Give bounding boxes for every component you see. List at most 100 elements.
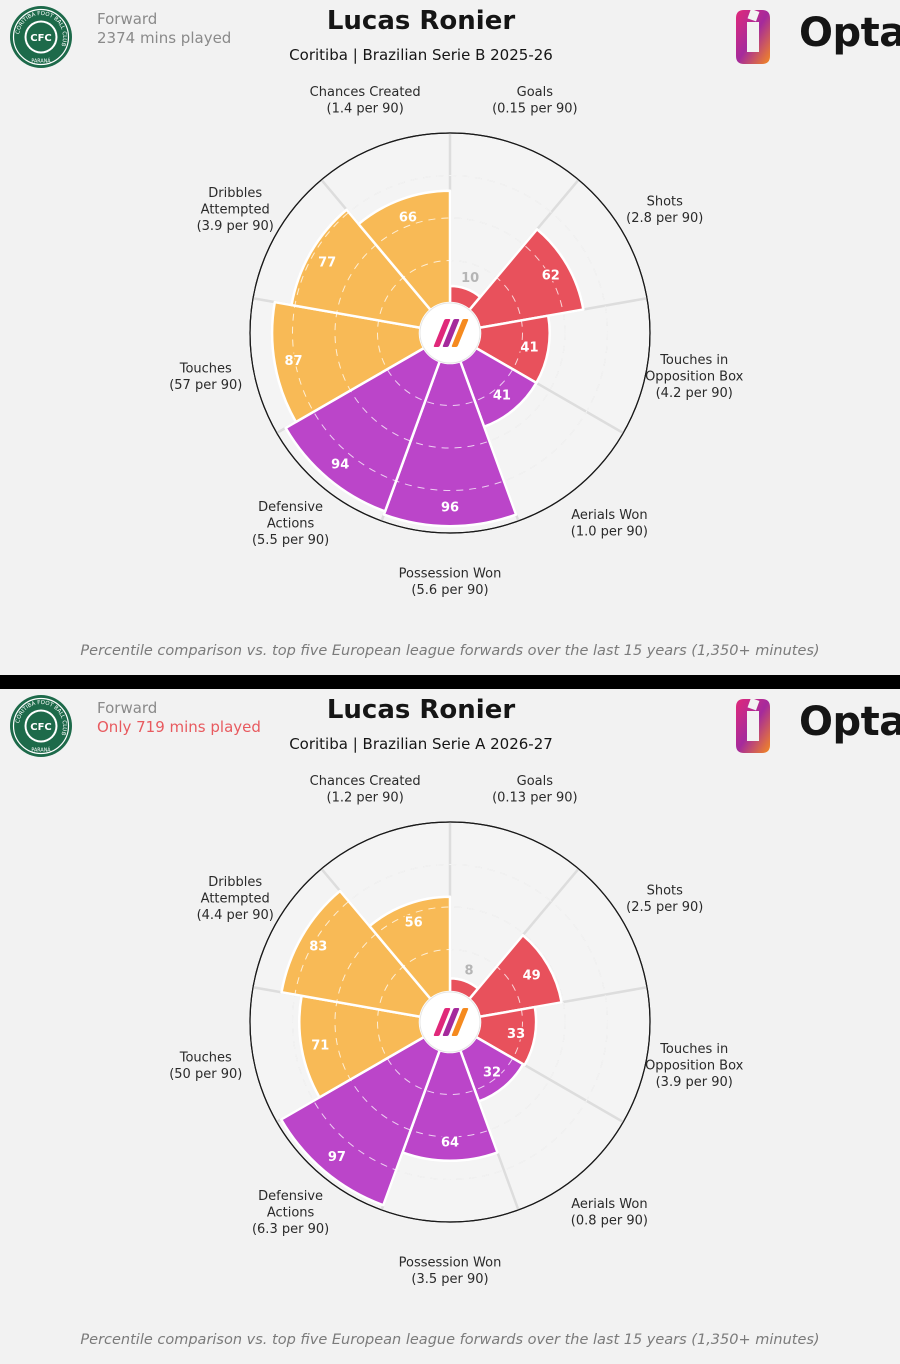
category-per90: (5.5 per 90): [252, 533, 329, 548]
radar-panel-1: CORITIBA FOOT BALL CLUB CFC PARANÁ Forwa…: [0, 0, 900, 675]
team-competition: Coritiba | Brazilian Serie B 2025-26: [289, 46, 553, 64]
footnote: Percentile comparison vs. top five Europ…: [80, 1332, 820, 1348]
radar-category-label: Touches in Opposition Box (4.2 per 90): [645, 353, 744, 401]
radar-value-label: 41: [520, 341, 538, 356]
badge-region: PARANÁ: [31, 747, 51, 754]
radar-category-label: Possession Won (3.5 per 90): [399, 1255, 502, 1287]
radar-value-label: 66: [399, 211, 417, 226]
opta-logo-icon: [736, 697, 770, 753]
radar-value-label: 71: [311, 1038, 329, 1053]
category-per90: (4.2 per 90): [656, 386, 733, 401]
radar-outer-ring-line: [249, 132, 651, 534]
category-name: Touches: [179, 361, 232, 376]
category-name: Possession Won: [399, 566, 502, 581]
radar-category-label: Touches (57 per 90): [169, 361, 242, 393]
radar-grid-ring-overlay: [334, 906, 566, 1138]
radar-value-label: 49: [523, 968, 541, 983]
footnote: Percentile comparison vs. top five Europ…: [80, 643, 820, 659]
opta-wordmark: Opta: [799, 10, 900, 56]
radar-value-label: 64: [441, 1135, 459, 1150]
radar-bars: [279, 889, 563, 1207]
radar-category-label: Goals (0.15 per 90): [492, 85, 578, 117]
player-name: Lucas Ronier: [326, 6, 516, 36]
radar-value-label: 62: [542, 268, 560, 283]
radar-category-label: Goals (0.13 per 90): [492, 774, 578, 806]
radar-category-label: Chances Created (1.4 per 90): [310, 85, 421, 117]
radar-grid-ring-overlay: [292, 864, 608, 1180]
panel-divider: [0, 675, 900, 689]
radar-value-label: 96: [441, 501, 459, 516]
category-per90: (6.3 per 90): [252, 1222, 329, 1237]
category-per90: (0.13 per 90): [492, 791, 578, 806]
category-name: Actions: [267, 1205, 315, 1220]
category-name: Possession Won: [399, 1255, 502, 1270]
category-per90: (1.0 per 90): [571, 525, 648, 540]
category-per90: (0.8 per 90): [571, 1214, 648, 1229]
category-name: Aerials Won: [571, 1197, 647, 1212]
radar-chart: 10 62 41 41 96 94 87 77 66 Goals (0.15 per 90) Shot…: [169, 85, 744, 598]
radar-value-label: 41: [493, 388, 511, 403]
category-name: Chances Created: [310, 85, 421, 100]
player-position: Forward: [97, 10, 158, 28]
radar-category-label: Touches in Opposition Box (3.9 per 90): [645, 1042, 744, 1090]
category-name: Touches in: [659, 353, 728, 368]
club-badge: CORITIBA FOOT BALL CLUB CFC PARANÁ: [10, 695, 72, 757]
category-per90: (4.4 per 90): [197, 908, 274, 923]
category-name: Opposition Box: [645, 370, 744, 385]
radar-value-label: 8: [464, 963, 473, 978]
category-name: Goals: [517, 774, 554, 789]
radar-category-label: Chances Created (1.2 per 90): [310, 774, 421, 806]
team-competition: Coritiba | Brazilian Serie A 2026-27: [289, 735, 553, 753]
badge-initials: CFC: [30, 33, 52, 44]
category-name: Aerials Won: [571, 508, 647, 523]
category-per90: (2.8 per 90): [626, 211, 703, 226]
category-per90: (3.5 per 90): [411, 1272, 488, 1287]
opta-mark-icon: [433, 319, 469, 347]
category-per90: (0.15 per 90): [492, 102, 578, 117]
category-per90: (2.5 per 90): [626, 900, 703, 915]
category-per90: (1.2 per 90): [327, 791, 404, 806]
club-badge: CORITIBA FOOT BALL CLUB CFC PARANÁ: [10, 6, 72, 68]
category-per90: (50 per 90): [169, 1067, 242, 1082]
radar-value-label: 10: [461, 271, 479, 286]
radar-value-label: 94: [331, 457, 349, 472]
category-name: Dribbles: [208, 875, 262, 890]
category-name: Attempted: [201, 892, 270, 907]
category-per90: (1.4 per 90): [327, 102, 404, 117]
category-name: Touches: [179, 1050, 232, 1065]
category-name: Dribbles: [208, 186, 262, 201]
radar-value-label: 87: [284, 354, 302, 369]
category-per90: (3.9 per 90): [656, 1075, 733, 1090]
radar-category-label: Aerials Won (0.8 per 90): [571, 1197, 648, 1229]
category-per90: (3.9 per 90): [197, 219, 274, 234]
radar-grid-ring-overlay: [377, 260, 523, 406]
radar-chart: 8 49 33 32 64 97 71 83 56 Goals (0.13 per 90) Shots…: [169, 774, 744, 1287]
radar-grid-ring-overlay: [377, 949, 523, 1095]
radar-category-label: Possession Won (5.6 per 90): [399, 566, 502, 598]
minutes-played: 2374 mins played: [97, 29, 232, 47]
category-per90: (5.6 per 90): [411, 583, 488, 598]
radar-value-label: 56: [405, 916, 423, 931]
opta-mark-icon: [433, 1008, 469, 1036]
badge-region: PARANÁ: [31, 58, 51, 65]
category-name: Shots: [647, 194, 684, 209]
radar-category-label: Defensive Actions (6.3 per 90): [252, 1189, 329, 1237]
category-name: Opposition Box: [645, 1059, 744, 1074]
category-name: Touches in: [659, 1042, 728, 1057]
minutes-played: Only 719 mins played: [97, 718, 261, 736]
radar-value-label: 32: [483, 1066, 501, 1081]
opta-wordmark: Opta: [799, 699, 900, 745]
category-name: Shots: [647, 883, 684, 898]
radar-bars: [270, 189, 585, 528]
radar-category-label: Shots (2.5 per 90): [626, 883, 703, 915]
category-per90: (57 per 90): [169, 378, 242, 393]
radar-grid-ring-overlay: [334, 217, 566, 449]
opta-logo-icon: [736, 8, 770, 64]
category-name: Chances Created: [310, 774, 421, 789]
category-name: Attempted: [201, 203, 270, 218]
radar-category-label: Dribbles Attempted (3.9 per 90): [197, 186, 274, 234]
player-position: Forward: [97, 699, 158, 717]
category-name: Defensive: [258, 1189, 323, 1204]
radar-outer-ring-line: [249, 821, 651, 1223]
player-name: Lucas Ronier: [326, 695, 516, 725]
